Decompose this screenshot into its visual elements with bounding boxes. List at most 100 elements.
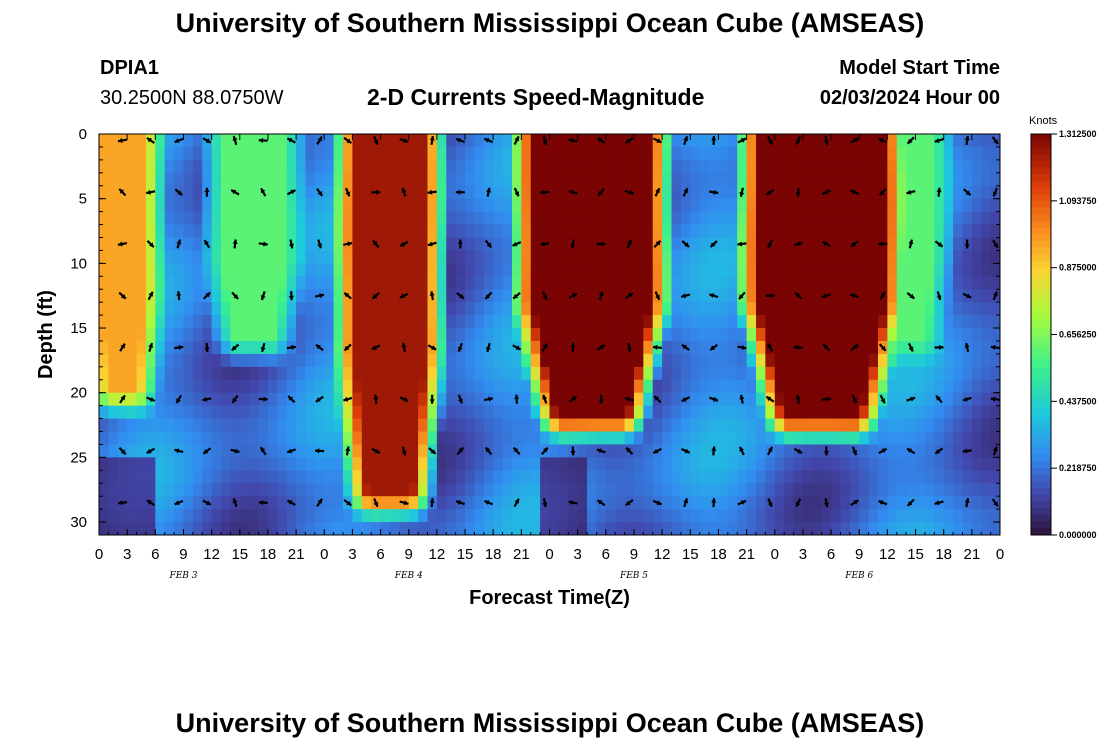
heatmap-cell — [859, 431, 870, 446]
heatmap-cell — [662, 340, 673, 355]
heatmap-cell — [192, 431, 203, 446]
heatmap-cell — [108, 185, 119, 200]
heatmap-cell — [558, 224, 569, 239]
heatmap-cell — [849, 159, 860, 174]
heatmap-cell — [727, 185, 738, 200]
heatmap-cell — [981, 353, 992, 368]
day-label: FEB 6 — [844, 571, 873, 581]
heatmap-cell — [267, 315, 278, 329]
current-arrow-head — [684, 448, 690, 454]
current-arrow — [343, 291, 352, 300]
heatmap-cell — [765, 366, 776, 381]
heatmap-cell — [774, 315, 785, 329]
heatmap-cell — [493, 340, 504, 355]
colorbar-segment — [1031, 428, 1051, 436]
heatmap-cell — [446, 211, 457, 226]
heatmap-cell — [427, 431, 438, 446]
heatmap-cell — [446, 276, 457, 290]
heatmap-cell — [680, 315, 691, 329]
heatmap-cell — [511, 146, 522, 161]
heatmap-cell — [765, 328, 776, 342]
heatmap-cell — [868, 366, 879, 381]
heatmap-cell — [643, 496, 654, 510]
heatmap-cell — [521, 418, 532, 433]
heatmap-cell — [812, 444, 823, 458]
station-id: DPIA1 — [100, 57, 159, 79]
heatmap-cell — [924, 340, 935, 355]
heatmap-cell — [192, 483, 203, 497]
heatmap-cell — [934, 366, 945, 381]
heatmap-cell — [427, 366, 438, 381]
heatmap-cell — [840, 172, 851, 187]
heatmap-cell — [258, 315, 269, 329]
heatmap-cell — [971, 250, 982, 264]
current-arrow — [117, 138, 128, 143]
heatmap-cell — [389, 146, 400, 161]
current-arrow-head — [120, 395, 125, 401]
current-arrow — [146, 136, 155, 144]
heatmap-cell — [455, 250, 466, 264]
heatmap-cell — [343, 328, 354, 342]
heatmap-cell — [887, 483, 898, 497]
heatmap-cell — [774, 366, 785, 381]
heatmap-cell — [108, 250, 119, 264]
heatmap-cell — [587, 198, 598, 213]
heatmap-cell — [530, 366, 541, 381]
heatmap-cell — [343, 263, 354, 277]
heatmap-cell — [615, 418, 626, 433]
heatmap-cell — [737, 315, 748, 329]
current-arrow — [821, 396, 831, 402]
colorbar-segment — [1031, 174, 1051, 182]
current-arrow — [146, 240, 155, 248]
heatmap-cell — [718, 237, 729, 252]
heatmap-cell — [784, 315, 795, 329]
current-arrow — [457, 394, 463, 404]
colorbar-segment — [1031, 468, 1051, 476]
heatmap-cell — [924, 198, 935, 213]
heatmap-cell — [333, 146, 344, 161]
heatmap-cell — [333, 496, 344, 510]
heatmap-cell — [831, 211, 842, 226]
heatmap-cell — [192, 224, 203, 239]
current-arrow — [316, 136, 323, 145]
heatmap-cell — [324, 172, 335, 187]
heatmap-cell — [502, 289, 513, 303]
heatmap-cell — [671, 211, 682, 226]
heatmap-cell — [108, 366, 119, 381]
current-arrow — [258, 396, 268, 402]
heatmap-cell — [258, 405, 269, 420]
heatmap-cell — [183, 470, 194, 484]
heatmap-cell — [408, 366, 419, 381]
heatmap-cell — [971, 392, 982, 407]
heatmap-cell — [521, 302, 532, 316]
y-tick-label: 15 — [70, 320, 87, 337]
heatmap-cell — [718, 470, 729, 484]
current-arrow-head — [118, 500, 123, 506]
heatmap-cell — [690, 379, 701, 394]
heatmap-cell — [755, 379, 766, 394]
x-axis-label: Forecast Time(Z) — [469, 587, 630, 609]
heatmap-cell — [840, 418, 851, 433]
heatmap-cell — [596, 224, 607, 239]
heatmap-cell — [849, 146, 860, 161]
heatmap-cell — [399, 470, 410, 484]
current-arrow-head — [258, 500, 264, 506]
heatmap-cell — [483, 418, 494, 433]
heatmap-cell — [953, 302, 964, 316]
current-arrow — [624, 292, 634, 300]
heatmap-cell — [174, 198, 185, 213]
heatmap-cell — [953, 211, 964, 226]
current-arrow — [176, 291, 182, 301]
heatmap-cell — [352, 172, 363, 187]
current-arrow — [427, 241, 437, 247]
heatmap-cell — [361, 198, 372, 213]
heatmap-cell — [211, 328, 222, 342]
heatmap-cell — [774, 483, 785, 497]
heatmap-cell — [127, 315, 138, 329]
heatmap-cell — [127, 224, 138, 239]
heatmap-cell — [859, 146, 870, 161]
heatmap-cell — [483, 470, 494, 484]
heatmap-cell — [136, 289, 147, 303]
heatmap-cell — [605, 522, 616, 535]
heatmap-cell — [127, 289, 138, 303]
